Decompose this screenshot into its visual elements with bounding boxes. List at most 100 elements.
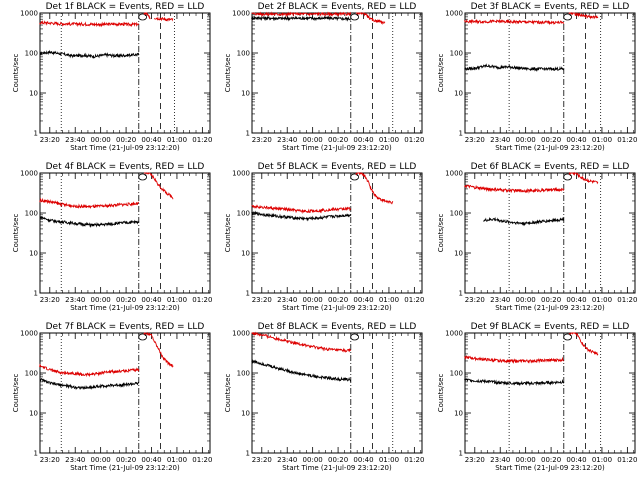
x-tick-label: 00:20	[116, 296, 136, 304]
x-tick-label: 00:40	[353, 296, 373, 304]
series-line-events	[39, 49, 140, 60]
marker-icon	[138, 333, 148, 341]
marker-icon	[563, 333, 573, 341]
x-tick-label: 23:40	[490, 136, 510, 144]
x-tick-label: 00:20	[541, 456, 561, 464]
series-line-events	[39, 378, 140, 391]
series-line-lld	[143, 12, 151, 20]
x-tick-label: 23:20	[252, 136, 272, 144]
y-tick-label: 10	[241, 250, 250, 258]
x-tick-label: 01:20	[192, 296, 212, 304]
y-tick-label: 1	[459, 290, 463, 298]
y-tick-label: 100	[450, 210, 463, 218]
y-tick-label: 1	[34, 290, 38, 298]
x-tick-label: 00:40	[141, 296, 161, 304]
x-axis-label: Start Time (21-Jul-09 23:12:20)	[282, 304, 392, 312]
x-tick-label: 00:20	[328, 456, 348, 464]
plot-frame	[251, 332, 423, 454]
series-line-lld	[39, 363, 140, 378]
y-tick-label: 1000	[232, 170, 250, 178]
y-tick-label: 1000	[445, 330, 463, 338]
y-tick-label: 1000	[20, 330, 38, 338]
x-tick-label: 01:00	[167, 136, 187, 144]
y-axis-label: Counts/sec	[437, 214, 445, 253]
x-tick-label: 00:40	[141, 456, 161, 464]
x-tick-label: 00:20	[116, 136, 136, 144]
detector-panel-7: Det 7f BLACK = Events, RED = LLD 1 10 100 10…	[12, 322, 212, 472]
x-tick-label: 00:40	[566, 456, 586, 464]
y-tick-label: 100	[25, 50, 38, 58]
x-tick-label: 00:00	[303, 136, 323, 144]
x-tick-label: 23:20	[465, 296, 485, 304]
panel-title: Det 6f BLACK = Events, RED = LLD	[471, 162, 630, 172]
x-tick-label: 01:20	[404, 296, 424, 304]
x-tick-label: 01:00	[379, 136, 399, 144]
x-tick-label: 00:00	[91, 296, 111, 304]
series-line-lld	[251, 11, 352, 18]
plot-frame	[464, 332, 636, 454]
plot-frame	[464, 172, 636, 294]
x-axis-label: Start Time (21-Jul-09 23:12:20)	[70, 464, 180, 472]
x-axis-label: Start Time (21-Jul-09 23:12:20)	[495, 304, 605, 312]
x-axis-label: Start Time (21-Jul-09 23:12:20)	[70, 304, 180, 312]
series-line-lld	[464, 18, 565, 26]
series-line-lld	[39, 197, 140, 209]
plot-frame	[39, 332, 211, 454]
x-tick-label: 01:00	[592, 136, 612, 144]
x-tick-label: 01:00	[379, 456, 399, 464]
y-tick-label: 1	[246, 450, 250, 458]
y-tick-label: 1000	[445, 10, 463, 18]
marker-icon	[563, 13, 573, 21]
x-tick-label: 01:00	[592, 456, 612, 464]
x-tick-label: 23:20	[252, 296, 272, 304]
x-tick-label: 00:40	[141, 136, 161, 144]
y-axis-label: Counts/sec	[224, 374, 232, 413]
y-axis-label: Counts/sec	[12, 374, 20, 413]
series-line-events	[251, 15, 351, 22]
x-tick-label: 23:20	[252, 456, 272, 464]
x-tick-label: 00:40	[353, 136, 373, 144]
series-line-lld	[39, 20, 140, 28]
panel-title: Det 1f BLACK = Events, RED = LLD	[46, 2, 205, 12]
x-tick-label: 23:40	[490, 456, 510, 464]
y-tick-label: 100	[237, 370, 250, 378]
y-tick-label: 1000	[445, 170, 463, 178]
x-tick-label: 23:40	[65, 456, 85, 464]
y-tick-label: 10	[454, 90, 463, 98]
x-tick-label: 00:20	[541, 136, 561, 144]
panel-title: Det 3f BLACK = Events, RED = LLD	[471, 2, 630, 12]
series-line-lld	[251, 331, 352, 353]
plot-frame	[251, 172, 423, 294]
y-axis-label: Counts/sec	[224, 214, 232, 253]
x-tick-label: 00:20	[328, 296, 348, 304]
series-line-lld	[153, 16, 174, 23]
y-tick-label: 100	[237, 210, 250, 218]
x-axis-label: Start Time (21-Jul-09 23:12:20)	[282, 144, 392, 152]
detector-panel-2: Det 2f BLACK = Events, RED = LLD 1 10 100 10…	[224, 2, 424, 152]
x-tick-label: 01:00	[592, 296, 612, 304]
panel-title: Det 4f BLACK = Events, RED = LLD	[46, 162, 205, 172]
plot-frame	[251, 12, 423, 134]
y-tick-label: 1	[34, 130, 38, 138]
x-tick-label: 00:40	[566, 136, 586, 144]
x-tick-label: 00:00	[516, 296, 536, 304]
x-tick-label: 23:20	[40, 296, 60, 304]
y-tick-label: 100	[237, 50, 250, 58]
detector-panel-5: Det 5f BLACK = Events, RED = LLD 1 10 100 10…	[224, 162, 424, 312]
panel-title: Det 8f BLACK = Events, RED = LLD	[258, 322, 417, 332]
x-tick-label: 23:20	[40, 456, 60, 464]
y-axis-label: Counts/sec	[437, 54, 445, 93]
x-tick-label: 23:40	[65, 136, 85, 144]
x-tick-label: 01:20	[192, 456, 212, 464]
series-line-events	[464, 378, 565, 387]
y-tick-label: 10	[241, 90, 250, 98]
x-tick-label: 00:00	[303, 456, 323, 464]
plot-frame	[39, 12, 211, 134]
x-tick-label: 23:20	[465, 136, 485, 144]
series-line-lld	[355, 11, 386, 25]
y-axis-label: Counts/sec	[12, 54, 20, 93]
y-tick-label: 10	[29, 90, 38, 98]
series-line-lld	[355, 171, 394, 205]
x-tick-label: 01:20	[617, 296, 637, 304]
y-tick-label: 100	[25, 210, 38, 218]
